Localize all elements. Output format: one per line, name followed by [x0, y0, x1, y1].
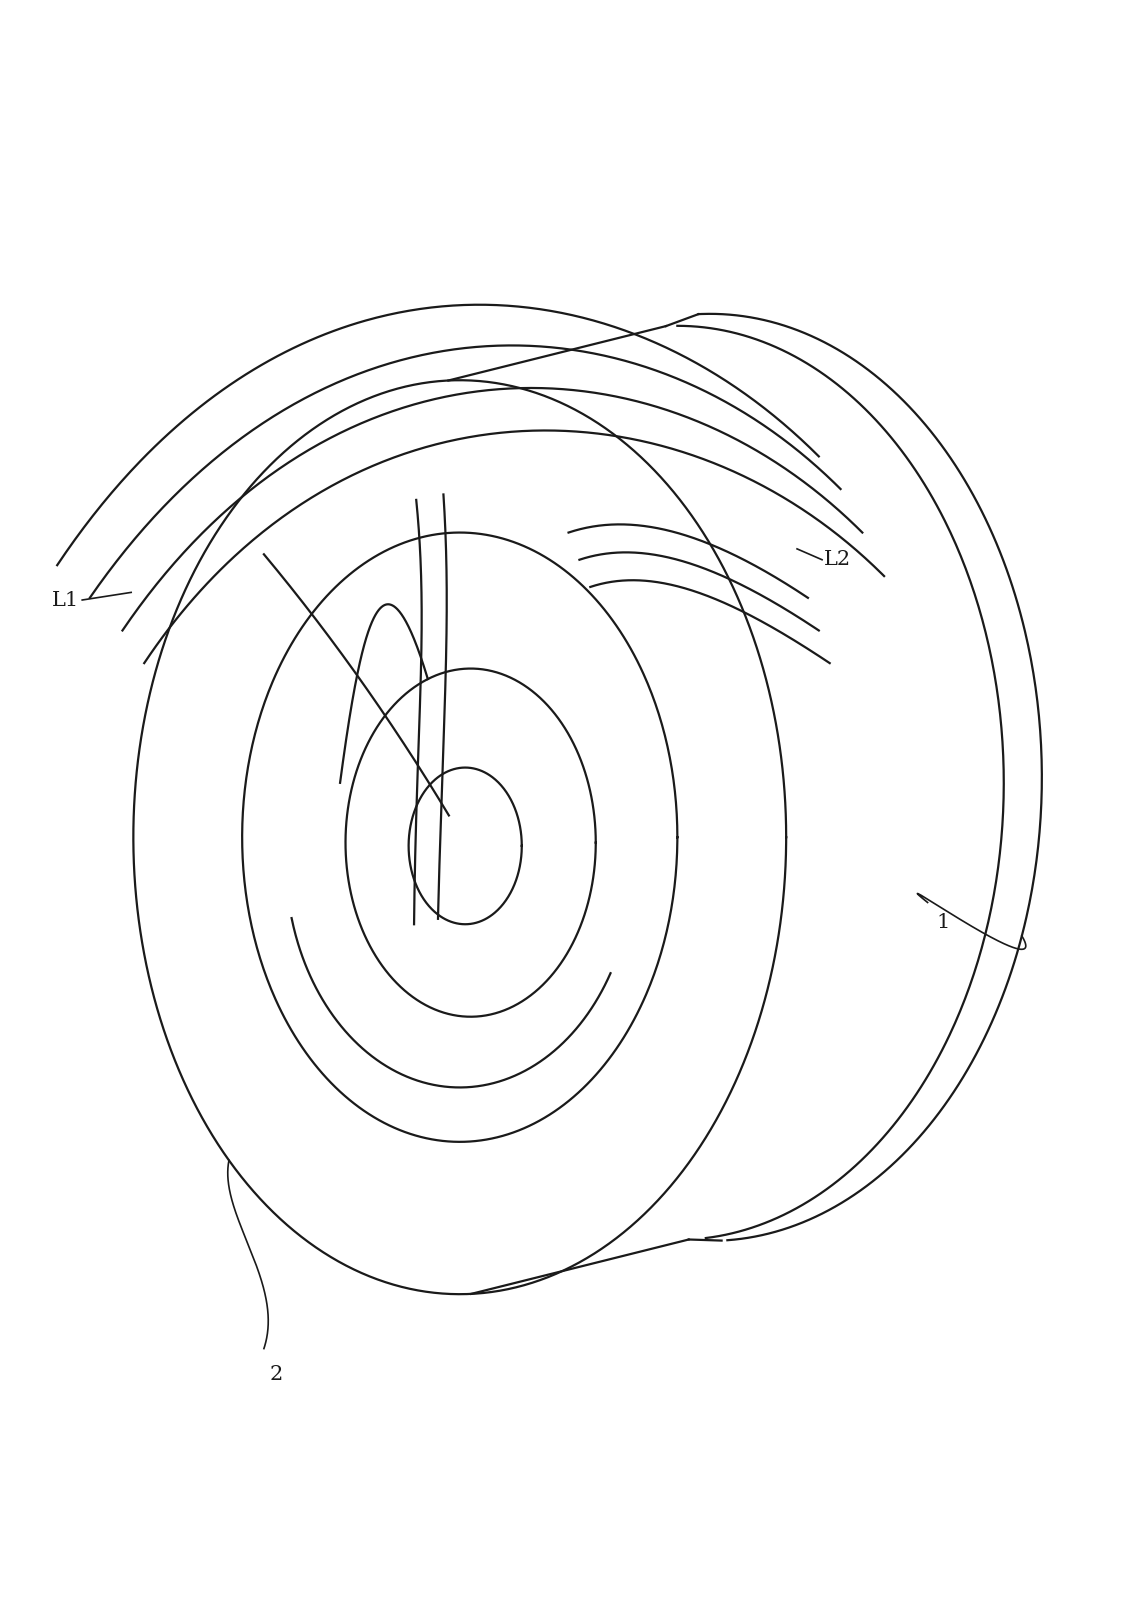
Text: L1: L1: [52, 591, 79, 609]
Text: 2: 2: [270, 1366, 282, 1383]
Text: L2: L2: [824, 551, 852, 569]
Text: 1: 1: [937, 914, 949, 933]
